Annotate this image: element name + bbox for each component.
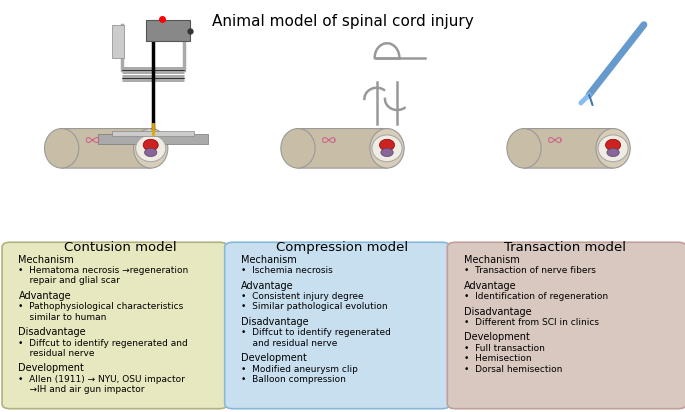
Text: •  Hematoma necrosis →regeneration: • Hematoma necrosis →regeneration [18,266,189,275]
Ellipse shape [598,135,628,162]
Text: •  Identification of regeneration: • Identification of regeneration [464,292,608,301]
FancyBboxPatch shape [225,242,450,409]
Text: Transaction model: Transaction model [504,241,626,254]
Ellipse shape [507,129,541,168]
Text: Animal model of spinal cord injury: Animal model of spinal cord injury [212,14,473,29]
Text: •  Pathophysiological characteristics: • Pathophysiological characteristics [18,302,184,311]
Text: and residual nerve: and residual nerve [241,339,338,348]
Ellipse shape [372,135,402,162]
Text: Mechanism: Mechanism [241,255,297,265]
FancyBboxPatch shape [298,129,387,168]
Text: Development: Development [464,332,530,342]
Text: similar to human: similar to human [18,313,107,322]
Ellipse shape [606,139,621,151]
Ellipse shape [145,148,157,157]
Ellipse shape [381,148,393,157]
Ellipse shape [607,148,619,157]
Text: •  Allen (1911) → NYU, OSU impactor: • Allen (1911) → NYU, OSU impactor [18,375,186,384]
Text: Development: Development [241,353,307,363]
FancyBboxPatch shape [112,25,124,58]
Text: •  Transaction of nerve fibers: • Transaction of nerve fibers [464,266,596,275]
Text: Advantage: Advantage [464,281,516,290]
Text: Mechanism: Mechanism [18,255,74,265]
FancyBboxPatch shape [62,129,151,168]
Text: Disadvantage: Disadvantage [464,307,532,316]
Text: Disadvantage: Disadvantage [241,317,309,327]
FancyBboxPatch shape [146,20,190,41]
Ellipse shape [379,139,395,151]
Text: →IH and air gun impactor: →IH and air gun impactor [18,385,145,394]
Text: repair and glial scar: repair and glial scar [18,276,121,286]
Text: •  Hemisection: • Hemisection [464,354,532,363]
Ellipse shape [143,139,158,151]
Ellipse shape [45,129,79,168]
Text: Disadvantage: Disadvantage [18,327,86,337]
Ellipse shape [596,129,630,168]
Ellipse shape [136,135,166,162]
Text: Contusion model: Contusion model [64,241,176,254]
Text: Development: Development [18,363,84,373]
Text: •  Different from SCI in clinics: • Different from SCI in clinics [464,318,599,327]
Text: •  Dorsal hemisection: • Dorsal hemisection [464,365,562,374]
Ellipse shape [370,129,404,168]
FancyBboxPatch shape [2,242,227,409]
Text: •  Modified aneurysm clip: • Modified aneurysm clip [241,365,358,374]
Text: •  Diffcut to identify regenerated: • Diffcut to identify regenerated [241,328,391,337]
Ellipse shape [134,129,168,168]
Text: •  Ischemia necrosis: • Ischemia necrosis [241,266,333,275]
FancyBboxPatch shape [524,129,613,168]
FancyBboxPatch shape [98,134,208,144]
FancyBboxPatch shape [112,131,194,136]
FancyBboxPatch shape [447,242,685,409]
Text: Compression model: Compression model [277,241,408,254]
Text: residual nerve: residual nerve [18,349,95,358]
Text: •  Similar pathological evolution: • Similar pathological evolution [241,302,388,311]
Text: Advantage: Advantage [241,281,294,290]
Text: •  Diffcut to identify regenerated and: • Diffcut to identify regenerated and [18,339,188,348]
Ellipse shape [281,129,315,168]
Text: Mechanism: Mechanism [464,255,519,265]
Text: •  Balloon compression: • Balloon compression [241,375,346,384]
Text: Advantage: Advantage [18,291,71,301]
Text: •  Full transaction: • Full transaction [464,344,545,353]
Text: •  Consistent injury degree: • Consistent injury degree [241,292,364,301]
